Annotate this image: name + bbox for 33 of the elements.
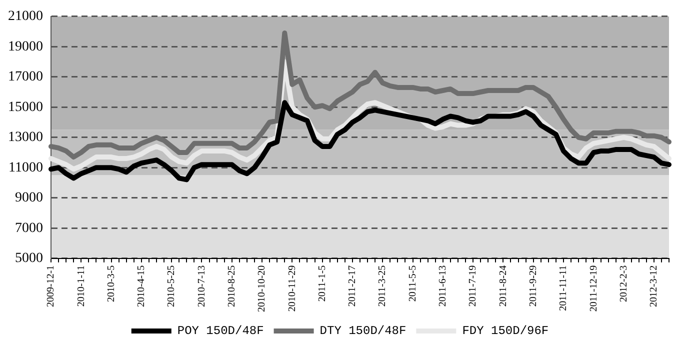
legend-label: FDY 150D/96F <box>462 324 549 338</box>
x-tick-label: 2010-3-5 <box>106 265 117 302</box>
y-tick-label: 17000 <box>8 70 43 85</box>
x-tick-label: 2010-8-25 <box>226 265 238 308</box>
y-tick-label: 19000 <box>8 39 43 54</box>
y-tick-label: 5000 <box>15 251 43 266</box>
x-tick-label: 2011-5-5 <box>407 265 418 302</box>
x-tick-label: 2010-11-29 <box>286 265 298 312</box>
x-tick-label: 2010-7-13 <box>196 265 208 308</box>
x-tick-label: 2010-5-25 <box>166 265 178 308</box>
x-tick-label: 2010-10-20 <box>256 265 268 312</box>
x-tick-label: 2011-12-19 <box>588 265 600 312</box>
x-tick-label: 2011-8-24 <box>498 265 509 307</box>
y-tick-label: 15000 <box>8 100 43 115</box>
x-tick-label: 2011-11-11 <box>558 265 570 311</box>
y-tick-label: 13000 <box>8 130 43 146</box>
x-tick-label: 2012-3-12 <box>648 265 660 308</box>
x-tick-label: 2011-1-5 <box>316 265 328 302</box>
legend-label: DTY 150D/48F <box>320 324 406 338</box>
y-tick-label: 11000 <box>8 160 43 176</box>
x-tick-label: 2011-2-17 <box>347 265 358 307</box>
x-tick-label: 2011-9-29 <box>528 265 539 307</box>
y-tick-label: 9000 <box>15 190 43 206</box>
x-tick-label: 2012-2-3 <box>618 265 630 302</box>
x-tick-label: 2009-12-1 <box>46 265 57 308</box>
y-tick-label: 21000 <box>8 9 43 24</box>
x-tick-label: 2011-3-25 <box>377 265 388 307</box>
x-tick-label: 2010-1-11 <box>76 265 87 307</box>
y-tick-label: 7000 <box>15 220 43 236</box>
x-tick-label: 2010-4-15 <box>136 265 148 308</box>
x-tick-label: 2011-6-13 <box>438 265 449 307</box>
x-tick-label: 2011-7-19 <box>468 265 479 307</box>
legend-label: POY 150D/48F <box>177 324 264 338</box>
